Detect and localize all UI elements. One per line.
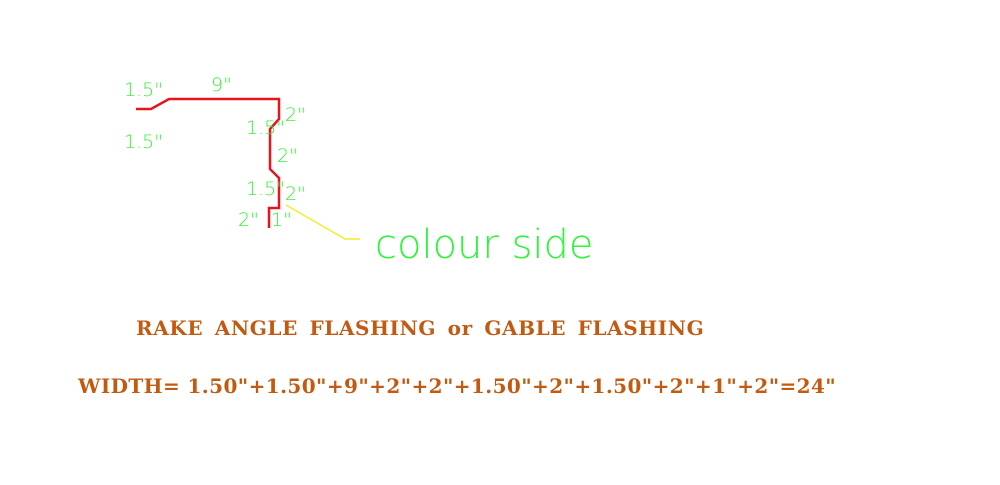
colour-side-callout: colour side [375,222,594,268]
dimension-upper-offset: 1.5" [246,117,285,139]
width-formula: WIDTH= 1.50"+1.50"+9"+2"+2"+1.50"+2"+1.5… [78,374,837,398]
colour-side-leader [285,204,360,240]
dimension-top-run: 9" [211,74,232,96]
dimension-lower-offset: 1.5" [246,178,285,200]
dimension-bottom-two: 2" [238,209,259,231]
flashing-title: RAKE ANGLE FLASHING or GABLE FLASHING [136,316,705,340]
dimension-bottom-left: 1.5" [124,131,163,153]
dimension-bottom-one: 1" [271,209,292,231]
dimension-upper-right: 2" [285,104,306,126]
flashing-profile-line [136,97,281,228]
dimension-top-left: 1.5" [124,79,163,101]
dimension-middle: 2" [277,145,298,167]
dimension-lower-right: 2" [285,183,306,205]
